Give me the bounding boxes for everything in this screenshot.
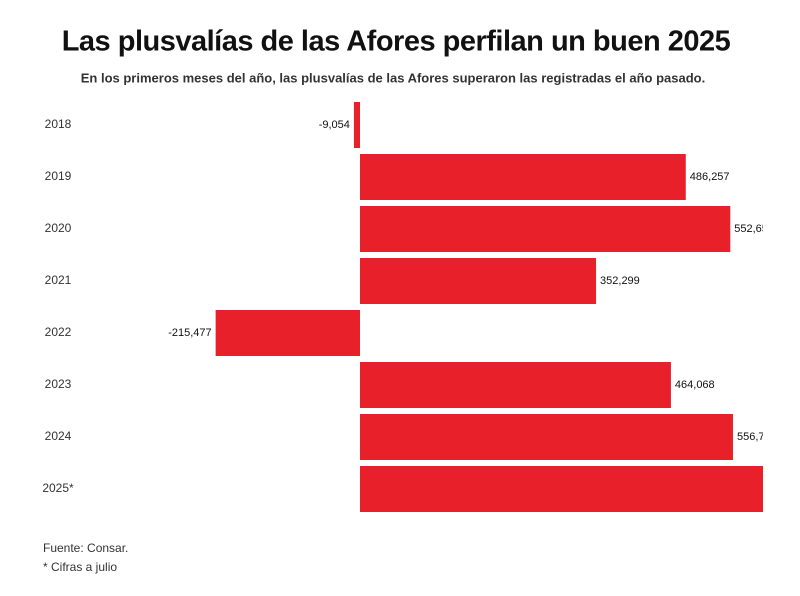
value-label: 556,700 <box>737 431 777 443</box>
y-tick-label: 2018 <box>45 117 72 131</box>
y-tick-label: 2025* <box>42 481 74 495</box>
value-label: 486,257 <box>690 171 730 183</box>
bar <box>359 154 686 200</box>
y-tick-label: 2020 <box>45 221 72 235</box>
value-label: 352,299 <box>600 275 640 287</box>
bar <box>359 362 671 408</box>
value-label: 464,068 <box>675 379 715 391</box>
bar <box>353 102 360 148</box>
y-tick-label: 2019 <box>45 169 72 183</box>
bar <box>359 206 731 252</box>
source-note: Fuente: Consar. <box>43 541 128 555</box>
value-label: -9,054 <box>319 119 350 131</box>
bar <box>215 310 360 356</box>
plot-area: -9,054 486,257 552,650 352,299 -215,477 464,0… <box>168 102 777 512</box>
y-tick-label: 2021 <box>45 273 72 287</box>
value-label: -215,477 <box>168 327 211 339</box>
bar <box>359 414 733 460</box>
y-tick-label: 2022 <box>45 325 72 339</box>
y-tick-label: 2024 <box>45 429 72 443</box>
bar <box>359 258 597 304</box>
y-tick-label: 2023 <box>45 377 72 391</box>
value-label: 552,650 <box>734 223 774 235</box>
chart-subtitle: En los primeros meses del año, las plusv… <box>81 70 706 85</box>
chart-title: Las plusvalías de las Afores perfilan un… <box>62 26 731 58</box>
bar <box>359 466 763 512</box>
footnote: * Cifras a julio <box>43 560 117 574</box>
